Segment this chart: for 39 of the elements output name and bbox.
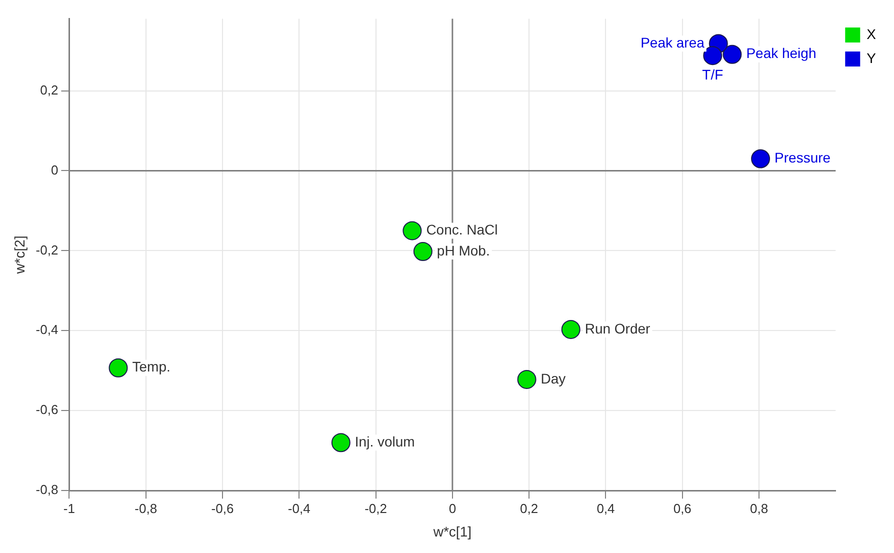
annotation: Day — [540, 370, 566, 386]
point — [517, 370, 536, 389]
x-tick-label: 0 — [448, 500, 456, 516]
annotation: pH Mob. — [436, 242, 490, 258]
point — [751, 149, 770, 168]
x-tick-label: -0,6 — [211, 500, 234, 516]
x-tick-label: 0,8 — [750, 500, 768, 516]
y-tick-label: -0,4 — [36, 322, 58, 338]
legend-label: Y — [866, 50, 877, 66]
annotation: Temp. — [132, 358, 170, 375]
y-axis-title: w*c[2] — [11, 236, 28, 275]
point — [722, 44, 742, 64]
x-tick-label: 0,4 — [596, 500, 615, 516]
point — [402, 221, 422, 240]
x-tick-label: 0,2 — [520, 500, 538, 516]
x-tick-label: -0,8 — [134, 500, 158, 516]
annotation: Peak area — [640, 34, 705, 50]
x-tick-label: -1 — [63, 500, 75, 516]
y-tick-label: 0,2 — [40, 82, 58, 98]
annotation: T/F — [702, 66, 724, 82]
x-axis-title: w*c[1] — [432, 523, 472, 540]
point — [413, 242, 432, 261]
point — [703, 46, 722, 66]
x-tick-label: -0,2 — [364, 500, 387, 516]
x-tick-label: 0,6 — [673, 500, 692, 516]
point — [331, 433, 350, 452]
legend-label: X — [866, 26, 877, 42]
annotation: Pressure — [774, 150, 831, 166]
point — [561, 320, 580, 339]
point — [108, 358, 128, 378]
annotation: Run Order — [584, 320, 651, 336]
y-tick-label: 0 — [50, 162, 58, 178]
annotation: Inj. volum — [354, 433, 415, 450]
y-tick-label: -0,2 — [36, 242, 58, 258]
y-tick-label: -0,8 — [36, 482, 58, 498]
x-tick-label: -0,4 — [288, 500, 310, 516]
annotation: Conc. NaCl — [426, 222, 498, 238]
annotation: Peak heigh — [746, 45, 816, 62]
y-tick-label: -0,6 — [36, 402, 58, 418]
